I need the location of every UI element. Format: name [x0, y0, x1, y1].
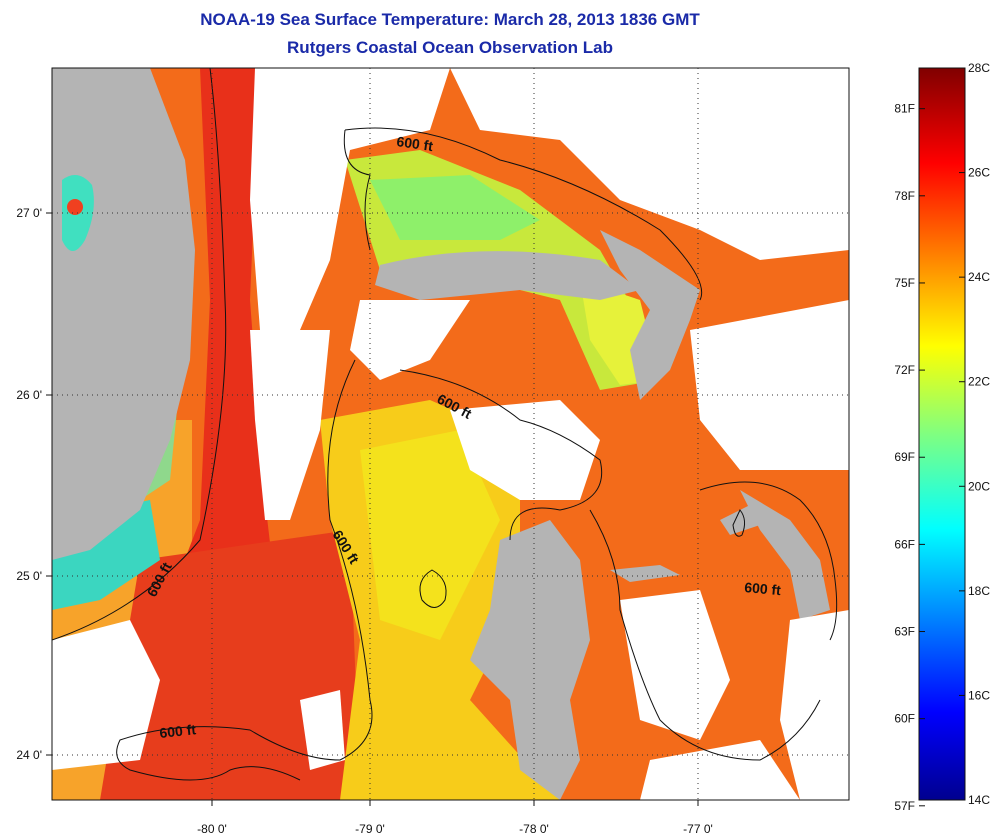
contour-label: 600 ft: [159, 721, 197, 741]
abaco-land: [600, 230, 700, 400]
map-subtitle: Rutgers Coastal Ocean Observation Lab: [287, 38, 613, 57]
colorbar-fahrenheit-label: 75F: [894, 276, 915, 290]
sst-field: [52, 68, 849, 800]
colorbar-fahrenheit-label: 72F: [894, 363, 915, 377]
lon-tick-label: -80 0': [197, 822, 227, 836]
lat-tick-label: 24 0': [16, 748, 42, 762]
contour-label: 600 ft: [744, 579, 782, 598]
colorbar-fahrenheit-label: 66F: [894, 537, 915, 551]
graticule: [52, 68, 849, 800]
lat-tick-label: 26 0': [16, 388, 42, 402]
lon-tick-label: -79 0': [355, 822, 385, 836]
contour-label: 600 ft: [396, 133, 435, 154]
andros-land: [470, 520, 590, 800]
grand-bahama-land: [375, 251, 640, 300]
colorbar-celsius-label: 28C: [968, 61, 990, 75]
lat-tick-label: 27 0': [16, 206, 42, 220]
colorbar-fahrenheit-label: 57F: [894, 799, 915, 813]
map-title: NOAA-19 Sea Surface Temperature: March 2…: [200, 10, 700, 29]
colorbar-celsius-label: 16C: [968, 688, 990, 702]
colorbar-fahrenheit-label: 81F: [894, 102, 915, 116]
colorbar-fahrenheit-label: 60F: [894, 712, 915, 726]
colorbar: [918, 67, 966, 801]
map-frame: [51, 67, 850, 801]
colorbar-celsius-label: 20C: [968, 479, 990, 493]
colorbar-celsius-label: 18C: [968, 584, 990, 598]
colorbar-celsius-label: 22C: [968, 375, 990, 389]
lon-tick-label: -78 0': [519, 822, 549, 836]
colorbar-celsius-label: 14C: [968, 793, 990, 807]
colorbar-fahrenheit-label: 69F: [894, 450, 915, 464]
colorbar-celsius-label: 26C: [968, 166, 990, 180]
colorbar-fahrenheit-label: 63F: [894, 625, 915, 639]
colorbar-celsius-label: 24C: [968, 270, 990, 284]
lat-tick-label: 25 0': [16, 569, 42, 583]
lon-tick-label: -77 0': [683, 822, 713, 836]
colorbar-fahrenheit-label: 78F: [894, 189, 915, 203]
